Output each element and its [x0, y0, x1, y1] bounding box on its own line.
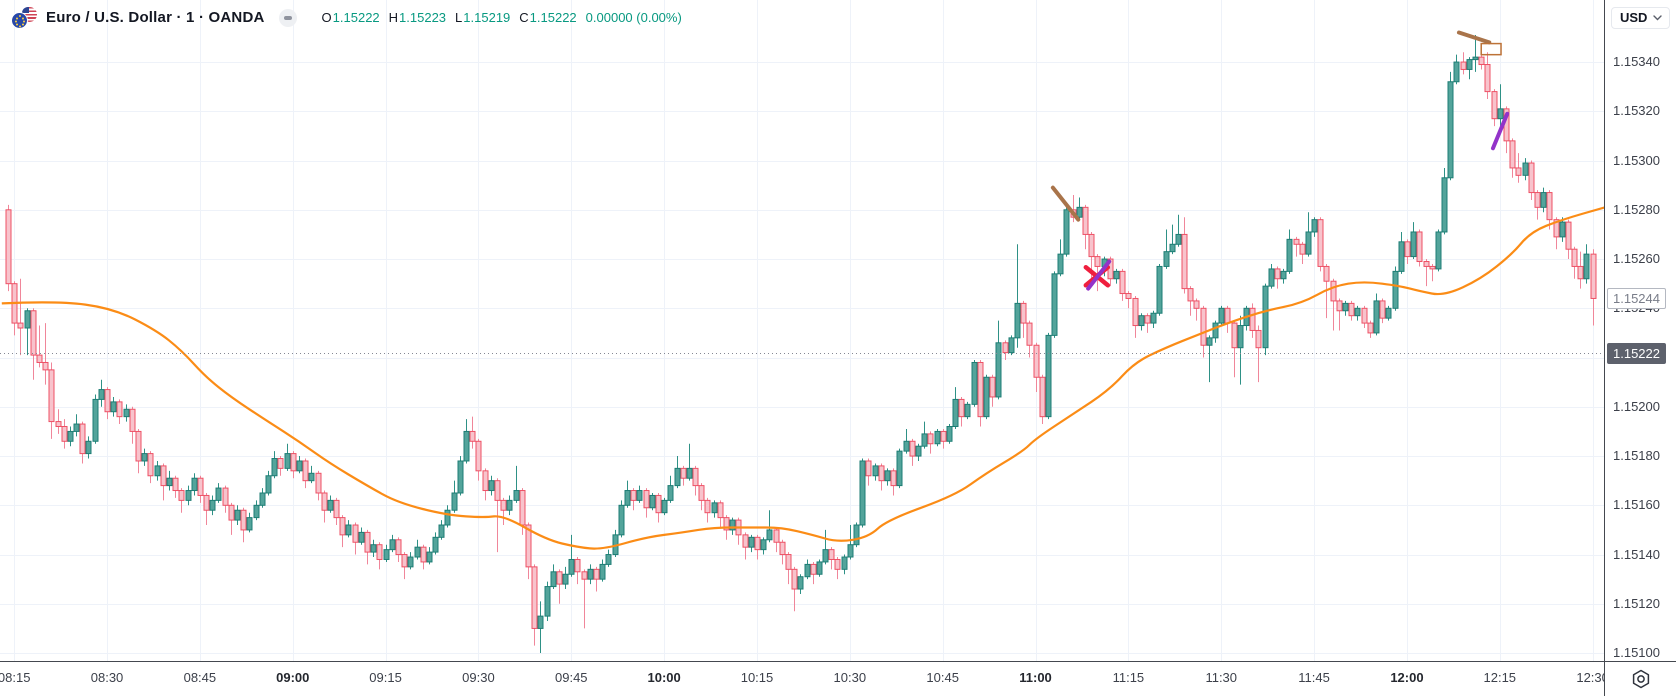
price-tick: 1.15340	[1613, 54, 1660, 70]
highlight-rect[interactable]	[1480, 42, 1502, 56]
time-label: 09:45	[555, 670, 588, 685]
low-value: 1.15219	[463, 10, 511, 25]
current-price-badge: 1.15222	[1607, 342, 1666, 364]
price-tick: 1.15100	[1613, 645, 1660, 661]
time-label: 09:15	[369, 670, 402, 685]
time-label: 09:30	[462, 670, 495, 685]
price-tick: 1.15200	[1613, 398, 1660, 414]
price-tick: 1.15160	[1613, 497, 1660, 513]
time-label: 11:45	[1298, 670, 1330, 685]
gridlines	[0, 0, 1604, 661]
candles-layer	[5, 34, 1597, 654]
time-label: 11:15	[1112, 670, 1145, 685]
time-label: 12:00	[1390, 670, 1424, 685]
price-axis[interactable]: USD 1.15340 1.15320 1.15300 1.15280 1.15260 1…	[1604, 0, 1676, 661]
candlestick-chart-canvas[interactable]	[0, 0, 1604, 661]
trendline-brown-1[interactable]	[1050, 185, 1081, 222]
eu-flag-icon	[12, 13, 27, 28]
gear-icon[interactable]	[1629, 667, 1653, 691]
time-label: 11:30	[1205, 670, 1238, 685]
time-label: 10:45	[926, 670, 959, 685]
time-label: 10:30	[833, 670, 867, 685]
close-value: 1.15222	[529, 10, 577, 25]
high-value: 1.15223	[399, 10, 447, 25]
change-value: 0.00000 (0.00%)	[585, 10, 682, 25]
price-tick: 1.15180	[1613, 448, 1660, 464]
time-label: 11:00	[1019, 670, 1052, 685]
low-label: L	[455, 10, 463, 25]
ma-line[interactable]	[1, 206, 1604, 550]
price-tick: 1.15140	[1613, 546, 1660, 562]
time-label: 08:45	[183, 670, 217, 685]
price-tick: 1.15260	[1613, 251, 1660, 267]
chart-legend: Euro / U.S. Dollar · 1 · OANDA O 1.15222 …	[12, 7, 682, 28]
price-tick: 1.15280	[1613, 201, 1660, 217]
time-label: 10:15	[740, 670, 774, 685]
ohlc-readout: O 1.15222 H 1.15223 L 1.15219 C 1.15222 0.00…	[313, 10, 682, 25]
trendline-purple-2[interactable]	[1490, 111, 1510, 151]
high-label: H	[388, 10, 399, 25]
time-label: 12:30	[1576, 670, 1609, 685]
time-label: 10:00	[647, 670, 681, 685]
trendline-purple-1[interactable]	[1086, 259, 1112, 291]
trendline-brown-2[interactable]	[1456, 30, 1492, 45]
price-tick: 1.15120	[1613, 595, 1660, 611]
time-label: 09:00	[276, 670, 310, 685]
time-label: 08:30	[90, 670, 124, 685]
axis-corner	[1604, 661, 1676, 696]
currency-dropdown[interactable]: USD	[1611, 7, 1671, 29]
currency-label: USD	[1620, 10, 1648, 25]
open-value: 1.15222	[332, 10, 380, 25]
last-value-badge: 1.15244	[1607, 288, 1666, 310]
legend-collapse-button[interactable]	[278, 8, 297, 27]
close-label: C	[519, 10, 529, 25]
eurusd-pair-logo	[12, 7, 37, 28]
chevron-down-icon	[1653, 14, 1663, 20]
price-tick: 1.15320	[1613, 103, 1660, 119]
open-label: O	[321, 10, 332, 25]
time-label: 12:15	[1483, 670, 1517, 685]
symbol-title[interactable]: Euro / U.S. Dollar · 1 · OANDA	[46, 9, 265, 26]
time-axis[interactable]: 08:15 08:30 08:45 09:00 09:15 09:30 09:45 10:00…	[0, 661, 1609, 696]
price-tick: 1.15300	[1613, 152, 1660, 168]
chart-plot-area[interactable]: Euro / U.S. Dollar · 1 · OANDA O 1.15222 …	[0, 0, 1604, 661]
time-label: 08:15	[0, 670, 31, 685]
